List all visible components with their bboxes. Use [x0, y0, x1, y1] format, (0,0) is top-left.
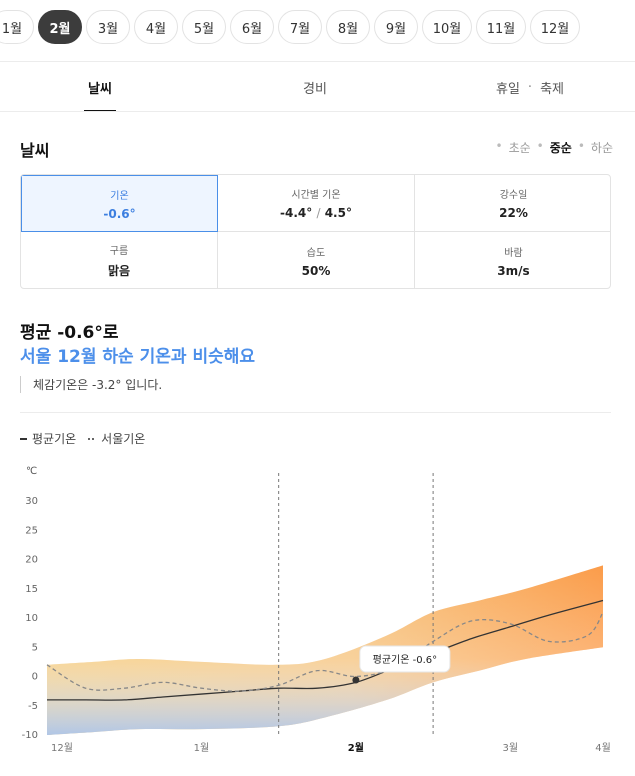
tooltip-box [359, 645, 451, 673]
stat-humidity-label: 습도 [306, 247, 326, 259]
period-option-3[interactable]: 하순 [590, 141, 613, 155]
stat-temp-label: 기온 [110, 190, 129, 202]
legend-item-avg: 평균기온 [20, 430, 76, 447]
month-pill-6[interactable]: 6월 [230, 10, 274, 44]
x-tick-label: 4월 [595, 742, 611, 754]
y-tick-label: 15 [25, 584, 38, 595]
month-pill-1[interactable]: 1월 [0, 10, 34, 44]
stat-hourly-temp[interactable]: 시간별 기온 -4.4° / 4.5° [218, 175, 415, 232]
month-pill-4[interactable]: 4월 [134, 10, 178, 44]
tab-holiday-festival[interactable]: 휴일 · 축제 [430, 62, 630, 112]
divider [20, 412, 611, 413]
month-pill-8[interactable]: 8월 [326, 10, 370, 44]
x-tick-label: 2월 [348, 742, 364, 754]
tab-cost[interactable]: 경비 [215, 62, 415, 112]
x-tick-label: 12월 [51, 742, 73, 754]
chart-legend: 평균기온 서울기온 [20, 430, 145, 447]
stat-wind-value: 3m/s [497, 263, 530, 278]
y-tick-label: -5 [28, 701, 38, 712]
temperature-chart: ℃ 30 25 20 15 10 5 0 -5 -10 12월 1월 2월 3월 4월 평균기온 -0.6° [22, 466, 611, 754]
solid-line-icon [20, 437, 27, 440]
month-pill-2[interactable]: 2월 [38, 10, 82, 44]
tab-separator: · [527, 79, 533, 95]
divider [0, 111, 635, 112]
tab-holiday-label: 휴일 [496, 81, 520, 97]
tab-bar: 날씨 경비 휴일 · 축제 [0, 62, 635, 112]
month-selector: 1월 2월 3월 4월 5월 6월 7월 8월 9월 10월 11월 12월 [0, 10, 635, 46]
x-tick-label: 1월 [194, 742, 210, 754]
tab-weather[interactable]: 날씨 [0, 62, 200, 112]
stat-hourly-value: -4.4° / 4.5° [280, 206, 352, 220]
stat-cloud-value: 맑음 [107, 264, 131, 278]
month-pill-7[interactable]: 7월 [278, 10, 322, 44]
month-pill-12[interactable]: 12월 [530, 10, 580, 44]
y-tick-label: 0 [32, 672, 38, 683]
stat-cloud-label: 구름 [109, 246, 129, 257]
weather-stats-grid: 기온 -0.6° 시간별 기온 -4.4° / 4.5° 강수일 22% 구름 … [20, 174, 611, 289]
average-temp-marker [352, 676, 360, 684]
y-tick-label: 30 [25, 496, 38, 507]
tab-weather-label: 날씨 [88, 81, 112, 97]
legend-seoul-label: 서울기온 [101, 432, 146, 446]
section-title: 날씨 [20, 141, 50, 160]
y-tick-label: 10 [25, 613, 38, 624]
average-temp-line [47, 599, 604, 701]
stat-hourly-sep: / [316, 206, 321, 220]
period-option-2[interactable]: 중순 [549, 141, 572, 155]
stat-temp[interactable]: 기온 -0.6° [21, 175, 218, 232]
stat-humidity-value: 50% [301, 263, 331, 278]
month-pill-5[interactable]: 5월 [182, 10, 226, 44]
stat-wind[interactable]: 바람 3m/s [415, 232, 610, 288]
average-comparison: 서울 12월 하순 기온과 비슷해요 [20, 347, 256, 367]
month-pill-9[interactable]: 9월 [374, 10, 418, 44]
seoul-temp-line [46, 611, 604, 692]
y-tick-label: -10 [22, 730, 38, 741]
stat-temp-value: -0.6° [103, 206, 136, 221]
stat-wind-label: 바람 [504, 247, 523, 259]
dashed-line-icon [88, 437, 97, 440]
period-dot: • [536, 139, 544, 153]
period-dot: • [495, 139, 503, 153]
legend-item-seoul: 서울기온 [88, 430, 145, 447]
stat-hourly-low: -4.4° [280, 206, 313, 220]
y-tick-label: 20 [25, 555, 38, 566]
stat-humidity[interactable]: 습도 50% [218, 232, 415, 288]
tooltip-label: 평균기온 -0.6° [373, 654, 438, 666]
tab-cost-label: 경비 [303, 81, 327, 97]
stat-precip-value: 22% [499, 206, 528, 220]
stat-hourly-label: 시간별 기온 [291, 190, 341, 201]
stat-hourly-high: 4.5° [324, 206, 352, 220]
temperature-range-shade [47, 565, 603, 735]
y-tick-label: 25 [25, 525, 38, 536]
average-title: 평균 -0.6°로 [20, 323, 119, 343]
divider [0, 61, 635, 62]
period-selector: • 초순 • 중순 • 하순 [495, 139, 613, 156]
month-pill-3[interactable]: 3월 [86, 10, 130, 44]
period-dot: • [577, 139, 585, 153]
stat-precip[interactable]: 강수일 22% [415, 175, 610, 232]
y-unit-label: ℃ [26, 466, 37, 477]
month-pill-10[interactable]: 10월 [422, 10, 472, 44]
x-tick-label: 3월 [503, 742, 519, 754]
period-option-1[interactable]: 초순 [508, 141, 531, 155]
stat-precip-label: 강수일 [499, 190, 528, 201]
month-pill-11[interactable]: 11월 [476, 10, 526, 44]
legend-avg-label: 평균기온 [32, 432, 77, 446]
stat-cloud[interactable]: 구름 맑음 [21, 232, 218, 288]
tab-festival-label: 축제 [540, 81, 564, 97]
y-tick-label: 5 [32, 642, 38, 653]
feels-like-text: 체감기온은 -3.2° 입니다. [20, 376, 162, 393]
